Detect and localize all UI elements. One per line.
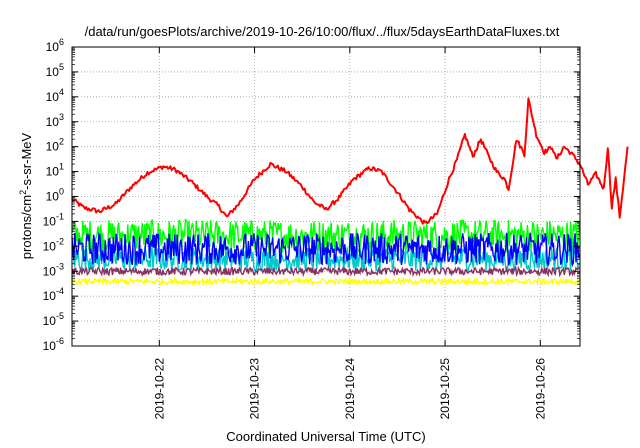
- y-axis-label-sup: 2: [18, 190, 28, 195]
- x-tick-label: 2019-10-24: [343, 358, 357, 420]
- y-tick-base: 10: [46, 165, 60, 179]
- y-tick-exp: -4: [56, 286, 64, 296]
- y-tick-base: 10: [46, 190, 60, 204]
- y-tick-base: 10: [46, 40, 60, 54]
- y-tick-label: 106: [46, 37, 64, 54]
- y-axis: 10-610-510-410-310-210-11001011021031041…: [43, 37, 580, 353]
- y-axis-label-base: protons/cm: [19, 195, 34, 259]
- series-layer: [71, 97, 629, 287]
- x-tick-label: 2019-10-22: [152, 358, 166, 420]
- y-tick-base: 10: [46, 140, 60, 154]
- y-tick-base: 10: [46, 90, 60, 104]
- y-tick-base: 10: [43, 264, 57, 278]
- y-tick-exp: -1: [56, 211, 64, 221]
- series-line-5: [71, 276, 581, 287]
- plot-frame: [71, 46, 581, 347]
- y-tick-label: 10-4: [43, 286, 64, 303]
- x-axis: 2019-10-22 2019-10-23 2019-10-24 2019-10-25…: [152, 47, 547, 419]
- y-tick-label: 101: [46, 162, 64, 179]
- x-tick-label: 2019-10-25: [438, 358, 452, 420]
- x-tick-label: 2019-10-26: [533, 358, 547, 420]
- y-tick-exp: -3: [56, 261, 64, 271]
- y-axis-label: protons/cm2-s-sr-MeV: [18, 132, 34, 259]
- chart-title: /data/run/goesPlots/archive/2019-10-26/1…: [85, 24, 560, 39]
- y-tick-label: 10-2: [43, 236, 64, 253]
- y-tick-exp: -5: [56, 311, 64, 321]
- grid: [72, 47, 580, 346]
- series-line-red: [71, 97, 629, 225]
- y-tick-exp: 6: [59, 37, 64, 47]
- x-tick-label: 2019-10-23: [248, 358, 262, 420]
- x-axis-label: Coordinated Universal Time (UTC): [226, 429, 425, 444]
- y-tick-label: 104: [46, 87, 64, 104]
- y-tick-exp: 3: [59, 112, 64, 122]
- y-tick-base: 10: [43, 314, 57, 328]
- y-tick-label: 102: [46, 137, 64, 154]
- y-tick-exp: 2: [59, 137, 64, 147]
- y-tick-exp: 4: [59, 87, 64, 97]
- y-tick-exp: 0: [59, 187, 64, 197]
- y-tick-label: 10-6: [43, 336, 64, 353]
- y-tick-exp: -6: [56, 336, 64, 346]
- series-line-3: [71, 231, 581, 268]
- y-tick-label: 103: [46, 112, 64, 129]
- y-tick-label: 100: [46, 187, 64, 204]
- y-tick-base: 10: [43, 214, 57, 228]
- y-axis-label-rest: -s-sr-MeV: [19, 132, 34, 189]
- y-tick-base: 10: [46, 65, 60, 79]
- y-tick-exp: 1: [59, 162, 64, 172]
- y-tick-label: 10-5: [43, 311, 64, 328]
- y-tick-base: 10: [46, 115, 60, 129]
- y-tick-base: 10: [43, 239, 57, 253]
- y-tick-exp: 5: [59, 62, 64, 72]
- y-tick-label: 10-1: [43, 211, 64, 228]
- y-tick-base: 10: [43, 339, 57, 353]
- y-tick-exp: -2: [56, 236, 64, 246]
- y-tick-label: 105: [46, 62, 64, 79]
- y-tick-base: 10: [43, 289, 57, 303]
- y-tick-label: 10-3: [43, 261, 64, 278]
- series-line-4: [71, 265, 580, 278]
